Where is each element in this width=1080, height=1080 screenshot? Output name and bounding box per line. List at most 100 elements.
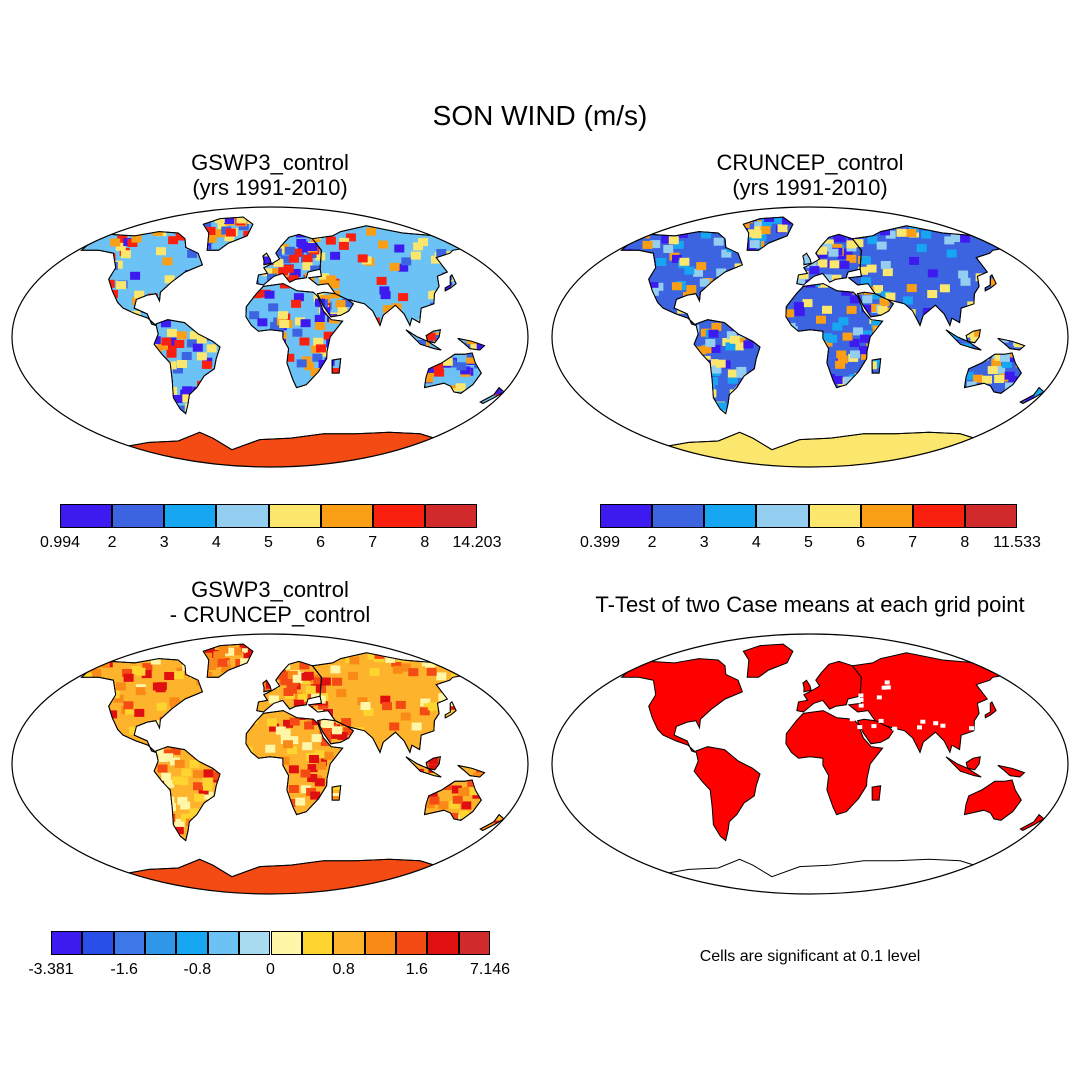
grid-cell [764,217,775,222]
grid-cell [720,408,731,414]
grid-cell [156,702,167,711]
grid-cell [402,770,413,779]
grid-cell [215,652,225,661]
grid-cell [164,672,175,680]
coastline-newGuinea [457,337,486,351]
coastline-australia [963,352,1022,394]
grid-cell [193,770,203,779]
grid-cell [648,282,659,291]
colorbar-swatch [808,504,861,528]
landmass-japan [984,701,997,719]
grid-cell [722,338,733,346]
grid-cell [803,243,814,252]
grid-cell [708,377,718,386]
grid-cell [206,644,217,650]
grid-cell [461,744,472,753]
grid-cell [163,383,173,391]
coastline-northAmerica [80,231,204,326]
grid-cell [836,350,847,359]
grid-cell [805,279,816,288]
colorbar-swatch [458,931,490,955]
grid-cell [156,247,166,256]
grid-cell [176,331,187,340]
grid-cell [84,283,95,291]
colorbar-tick-label: 3 [699,534,709,551]
grid-cell [927,269,938,278]
grid-cell [197,225,207,234]
grid-cell [300,319,311,328]
grid-cell [243,245,254,254]
grid-cell [853,327,863,336]
grid-cell [213,375,224,384]
grid-cell [167,386,178,395]
grid-cell [420,698,431,707]
map-boundary [11,206,529,468]
grid-cell [210,747,221,756]
grid-cell [946,249,957,258]
grid-cell [134,708,145,717]
grid-cell [280,255,291,264]
grid-cell [296,359,307,368]
grid-cell [906,284,917,293]
colorbar-difference [51,931,490,955]
grid-cell [379,286,390,295]
grid-cell [476,341,487,350]
landmass-borneo [965,756,981,771]
grid-cell [400,712,411,721]
grid-cell [908,224,919,233]
grid-cell [349,656,360,665]
grid-cell [288,275,299,284]
grid-cell [201,807,212,816]
grid-cell [438,693,449,702]
grid-cell [859,346,869,355]
grid-cell [315,322,326,330]
grid-cell [310,368,321,377]
grid-cell [314,778,325,787]
grid-cell [437,777,448,786]
grid-cell [1000,312,1011,320]
coastline-greenland [202,216,254,251]
grid-cell [323,720,334,728]
grid-cell [300,785,311,794]
grid-cell [332,677,343,686]
grid-cell [338,241,349,250]
grid-cell [135,687,146,696]
grid-cell [267,268,278,277]
grid-cell [754,331,765,340]
grid-cell [266,718,277,727]
map-boundary [551,206,1069,468]
grid-cell [671,282,682,291]
grid-cell [436,249,447,257]
grid-cell [192,343,203,352]
grid-cell [181,813,191,822]
grid-cell [721,249,732,258]
grid-cell [835,360,846,369]
grid-cell [939,284,950,293]
grid-cell [743,340,754,349]
map-gswp3-wind [11,206,529,468]
grid-cell [459,810,470,819]
grid-cell [389,262,400,271]
grid-cell [711,322,722,331]
grid-cell [302,742,313,751]
grid-cell [273,258,284,267]
grid-cell [794,308,805,317]
grid-cell [288,785,299,793]
grid-cell [254,380,265,388]
colorbar-swatch [270,931,302,955]
grid-cell [157,384,168,393]
colorbar-tick-label: 6 [316,534,326,551]
grid-cell [885,292,896,301]
grid-cell [268,303,279,312]
coastline-southAmerica [693,319,761,415]
grid-cell [336,689,347,698]
grid-cell [120,250,131,259]
grid-cell [748,319,759,328]
coastline-uk [262,679,272,693]
landmass-greenland [742,643,794,678]
grid-cell [197,325,208,334]
grid-cell [449,800,460,809]
grid-cell [300,769,311,778]
colorbar-swatch [652,504,705,528]
grid-cell [329,368,340,376]
